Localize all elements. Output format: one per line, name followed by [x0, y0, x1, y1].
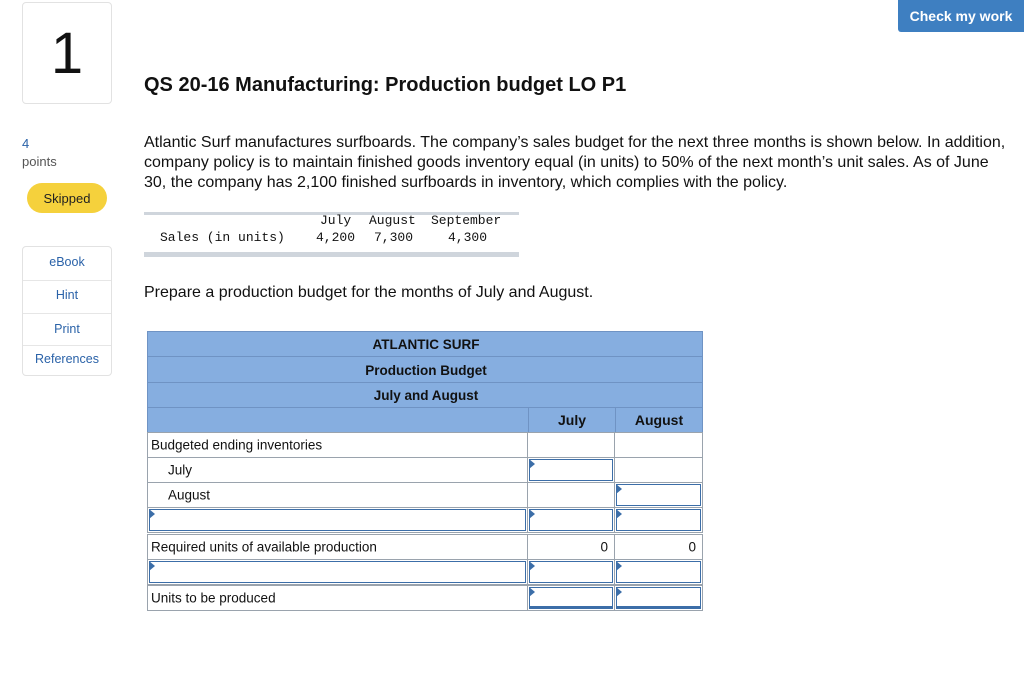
company-name: ATLANTIC SURF [372, 337, 480, 352]
item-august-input[interactable] [616, 561, 701, 583]
divider [23, 313, 111, 314]
budget-header: ATLANTIC SURF Production Budget July and… [147, 331, 703, 408]
col-july-label: July [557, 412, 586, 428]
item-label-cell [147, 507, 528, 533]
required-units-label: Required units of available production [151, 539, 377, 555]
inventory-july-august-cell [614, 457, 703, 483]
required-units-july-cell: 0 [527, 534, 615, 560]
skipped-badge: Skipped [27, 183, 107, 213]
units-produced-label: Units to be produced [151, 590, 276, 606]
item-august-cell [614, 507, 703, 533]
ending-inventories-august-cell [614, 432, 703, 458]
inventory-august-august-cell [614, 482, 703, 508]
sales-header-july: July [320, 213, 352, 228]
sales-value-july: 4,200 [316, 230, 356, 245]
inventory-july-july-cell [527, 457, 615, 483]
item-label-input[interactable] [149, 561, 526, 583]
points-value: 4 [22, 136, 30, 151]
units-produced-july-input[interactable] [529, 587, 613, 609]
budget-title: Production Budget [365, 363, 487, 378]
col-july-header: July [528, 408, 615, 432]
sales-header-september: September [431, 213, 502, 228]
item-label-input[interactable] [149, 509, 526, 531]
sales-row-label: Sales (in units) [160, 230, 285, 245]
units-produced-august-input[interactable] [616, 587, 701, 609]
ending-inventories-label-cell: Budgeted ending inventories [147, 432, 528, 458]
problem-statement: Atlantic Surf manufactures surfboards. T… [144, 134, 1006, 191]
sales-value-september: 4,300 [448, 230, 488, 245]
sales-header-august: August [369, 213, 416, 228]
table-rule [144, 252, 519, 257]
divider [23, 280, 111, 281]
hint-link[interactable]: Hint [55, 288, 79, 302]
divider [147, 382, 703, 383]
question-number: 1 [50, 20, 84, 86]
item-july-input[interactable] [529, 509, 613, 531]
col-august-header: August [615, 408, 702, 432]
sales-budget-table: July August September Sales (in units) 4… [144, 212, 519, 258]
references-link[interactable]: References [35, 352, 99, 366]
inventory-august-label-cell: August [147, 482, 528, 508]
inventory-july-label-cell: July [147, 457, 528, 483]
item-july-input[interactable] [529, 561, 613, 583]
required-units-label-cell: Required units of available production [147, 534, 528, 560]
item-july-cell [527, 559, 615, 585]
inventory-august-july-cell [527, 482, 615, 508]
divider [23, 345, 111, 346]
divider [147, 356, 703, 357]
sales-value-august: 7,300 [374, 230, 414, 245]
item-august-cell [614, 559, 703, 585]
ending-inventories-july-cell [527, 432, 615, 458]
item-label-cell [147, 559, 528, 585]
required-units-july-value: 0 [600, 539, 608, 555]
print-link[interactable]: Print [54, 322, 80, 336]
points-label: points [22, 154, 57, 169]
production-budget-table: ATLANTIC SURF Production Budget July and… [147, 331, 703, 611]
question-number-box: 1 [22, 2, 112, 104]
task-prompt: Prepare a production budget for the mont… [144, 284, 594, 301]
units-produced-label-cell: Units to be produced [147, 585, 528, 611]
budget-period: July and August [373, 388, 479, 403]
resource-links-panel: eBook Hint Print References [22, 246, 112, 376]
units-produced-august-cell [614, 585, 703, 611]
column-header-row: July August [147, 407, 703, 433]
check-my-work-button[interactable]: Check my work [898, 0, 1024, 32]
inventory-july-july-input[interactable] [529, 459, 613, 481]
required-units-august-value: 0 [688, 539, 696, 555]
item-july-cell [527, 507, 615, 533]
inventory-august-label: August [168, 487, 211, 503]
ebook-link[interactable]: eBook [49, 255, 85, 269]
inventory-august-august-input[interactable] [616, 484, 701, 506]
required-units-august-cell: 0 [614, 534, 703, 560]
col-august-label: August [634, 412, 684, 428]
ending-inventories-label: Budgeted ending inventories [151, 437, 323, 453]
units-produced-july-cell [527, 585, 615, 611]
question-title: QS 20-16 Manufacturing: Production budge… [144, 74, 627, 96]
inventory-july-label: July [168, 462, 193, 478]
table-rule [144, 212, 519, 215]
item-august-input[interactable] [616, 509, 701, 531]
